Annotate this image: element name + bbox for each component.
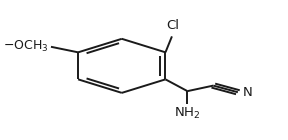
Text: NH$_2$: NH$_2$: [174, 106, 201, 121]
Text: N: N: [242, 86, 252, 99]
Text: Cl: Cl: [167, 19, 180, 32]
Text: $-$OCH$_3$: $-$OCH$_3$: [3, 39, 49, 54]
